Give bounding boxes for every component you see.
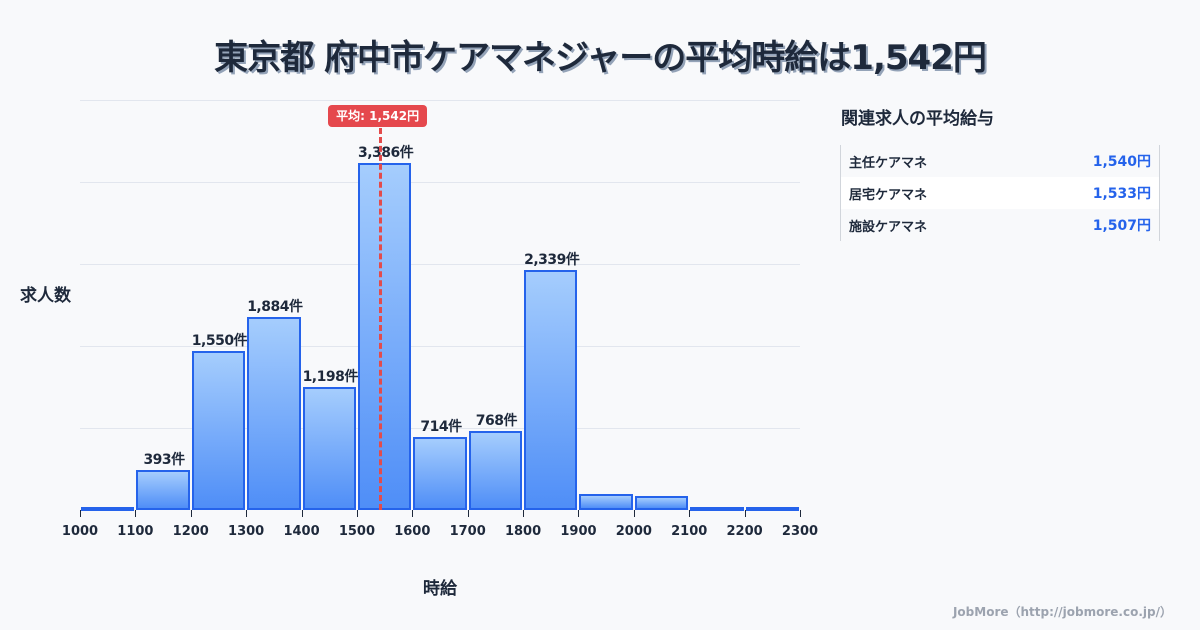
x-tick-label: 1700 (449, 524, 486, 539)
x-tick-label: 1300 (228, 524, 265, 539)
bar-value-label: 1,198件 (302, 369, 359, 386)
x-tick-label: 1100 (117, 524, 154, 539)
x-tick (744, 510, 746, 517)
x-tick-label: 2000 (615, 524, 652, 539)
x-axis-label: 時給 (423, 579, 457, 599)
histogram-bar (81, 507, 135, 511)
bar-value-label: 393件 (143, 451, 185, 468)
bar-value-label: 714件 (420, 418, 462, 435)
job-salary: 1,533円 (1092, 186, 1151, 202)
bar-value-label: 768件 (475, 413, 518, 430)
histogram-bar (745, 506, 799, 511)
x-tick (689, 510, 691, 517)
histogram-chart: 393件 1,550件 1,884件 1,198件 3,386件 714件 768件 2,33… (61, 100, 818, 539)
histogram-bar (136, 469, 190, 510)
histogram-bar (302, 387, 356, 510)
x-tick (190, 510, 192, 517)
histogram-bar (191, 351, 246, 510)
x-tick (800, 510, 801, 517)
x-tick (633, 510, 635, 517)
job-name: 主任ケアマネ (849, 155, 928, 171)
mean-badge: 平均: 1,542円 (328, 105, 428, 127)
x-tick (356, 510, 358, 517)
gridline (80, 346, 800, 347)
histogram-bar (524, 270, 578, 510)
mean-line (379, 128, 383, 510)
related-salary-row: 施設ケアマネ 1,507円 (841, 209, 1159, 241)
x-tick (467, 510, 469, 517)
x-tick-label: 2100 (671, 524, 708, 539)
page-title: 東京都 府中市ケアマネジャーの平均時給は1,542円 (214, 38, 987, 78)
x-tick (412, 510, 414, 517)
x-tick (301, 510, 303, 517)
gridline (80, 182, 800, 183)
histogram-bar (579, 494, 633, 510)
x-tick-label: 2200 (726, 524, 763, 539)
bar-value-label: 2,339件 (524, 252, 580, 269)
histogram-bar (247, 316, 301, 510)
bar-value-label: 1,550件 (191, 333, 248, 350)
x-tick-label: 2300 (781, 524, 819, 539)
job-salary: 1,540円 (1092, 154, 1151, 170)
gridline (80, 264, 800, 265)
x-tick (578, 510, 580, 517)
footer-credit: JobMore（http://jobmore.co.jp/） (952, 605, 1172, 619)
related-salary-title: 関連求人の平均給与 (841, 109, 994, 129)
gridline (80, 428, 800, 429)
histogram-bar (690, 507, 744, 511)
histogram-bar (357, 162, 412, 510)
x-tick-label: 1200 (172, 524, 209, 539)
histogram-bar (634, 496, 689, 510)
x-tick (523, 510, 525, 517)
job-name: 施設ケアマネ (849, 219, 928, 235)
related-salary-table: 主任ケアマネ 1,540円 居宅ケアマネ 1,533円 施設ケアマネ 1,507… (840, 145, 1160, 241)
related-salary-row: 居宅ケアマネ 1,533円 (841, 177, 1159, 209)
x-tick-label: 1600 (394, 524, 431, 539)
y-axis-label: 求人数 (20, 286, 71, 306)
x-tick (80, 510, 81, 517)
x-tick-label: 1900 (560, 524, 597, 539)
x-tick (246, 510, 248, 517)
job-salary: 1,507円 (1092, 218, 1151, 234)
bar-value-label: 3,386件 (357, 144, 414, 161)
x-tick-label: 1500 (338, 524, 376, 539)
x-tick-label: 1000 (61, 524, 99, 539)
related-salary-row: 主任ケアマネ 1,540円 (841, 145, 1159, 177)
x-tick-label: 1400 (283, 524, 320, 539)
histogram-bar (468, 431, 523, 510)
x-tick-label: 1800 (504, 524, 542, 539)
histogram-bar (413, 436, 467, 510)
bar-value-label: 1,884件 (247, 298, 303, 315)
gridline (80, 100, 800, 101)
job-name: 居宅ケアマネ (849, 187, 928, 203)
x-tick (135, 510, 137, 517)
